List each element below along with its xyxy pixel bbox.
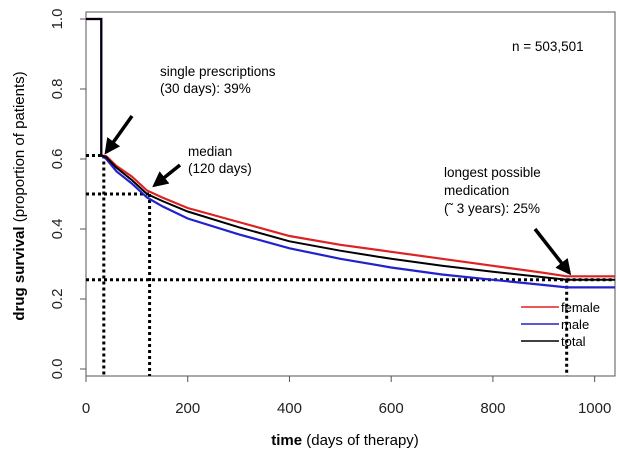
median-annotation-line-1: median	[188, 144, 232, 159]
y-tick-label: 0.0	[49, 359, 66, 380]
series-female-line	[86, 17, 615, 278]
median-annotation-line-2: (120 days)	[188, 161, 252, 176]
legend: female male total	[521, 300, 600, 349]
single-prescriptions-annotation-line-2: (30 days): 39%	[160, 81, 251, 96]
y-tick-label: 0.2	[49, 289, 66, 310]
x-tick-label: 1000	[578, 400, 611, 417]
longest-annotation-line-3: (˜ 3 years): 25%	[444, 201, 540, 216]
x-axis-title-rest: (days of therapy)	[302, 432, 419, 449]
series-total-line	[86, 18, 615, 281]
x-axis-title: time (days of therapy)	[271, 432, 419, 449]
x-tick-label: 400	[277, 400, 302, 417]
y-axis-title-rest: (proportion of patients)	[11, 71, 28, 226]
single-prescriptions-annotation-arrow	[104, 114, 134, 155]
single-prescriptions-annotation-line-1: single prescriptions	[160, 64, 276, 79]
x-tick-label: 600	[379, 400, 404, 417]
x-axis-title-bold: time	[271, 432, 302, 449]
y-axis-title: drug survival (proportion of patients)	[11, 71, 28, 320]
annotations: single prescriptions (30 days): 39% median…	[104, 64, 572, 276]
y-tick-label: 1.0	[49, 9, 66, 30]
y-axis-title-bold: drug survival	[11, 226, 28, 320]
n-label: n = 503,501	[512, 39, 584, 54]
legend-female-label: female	[561, 300, 600, 315]
series-lines	[86, 17, 615, 289]
y-axis: 0.0 0.2 0.4 0.6 0.8 1.0	[49, 9, 86, 380]
y-tick-label: 0.6	[49, 149, 66, 170]
reference-lines	[86, 154, 615, 376]
x-tick-label: 200	[175, 400, 200, 417]
median-annotation-arrow	[152, 163, 182, 188]
longest-annotation-arrow	[533, 227, 572, 276]
longest-annotation-line-1: longest possible	[444, 165, 541, 180]
x-tick-label: 800	[480, 400, 505, 417]
legend-total-label: total	[561, 334, 586, 349]
y-tick-label: 0.4	[49, 219, 66, 240]
x-axis: 0 200 400 600 800 1000	[82, 376, 611, 417]
legend-male-label: male	[561, 317, 589, 332]
y-tick-label: 0.8	[49, 79, 66, 100]
x-tick-label: 0	[82, 400, 90, 417]
longest-annotation-line-2: medication	[444, 183, 509, 198]
series-male-line	[86, 17, 615, 289]
